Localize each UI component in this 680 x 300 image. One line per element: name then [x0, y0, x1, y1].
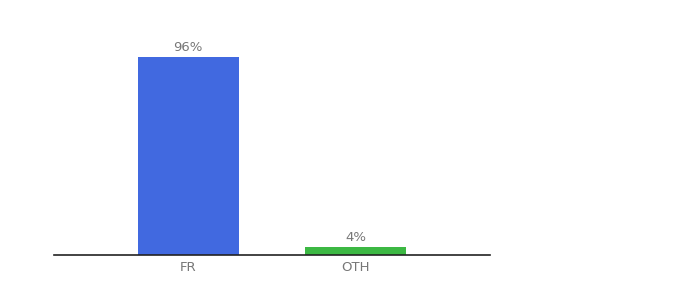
Text: 4%: 4% [345, 231, 367, 244]
Bar [138, 57, 239, 255]
Text: 96%: 96% [173, 41, 203, 54]
Bar [305, 247, 406, 255]
